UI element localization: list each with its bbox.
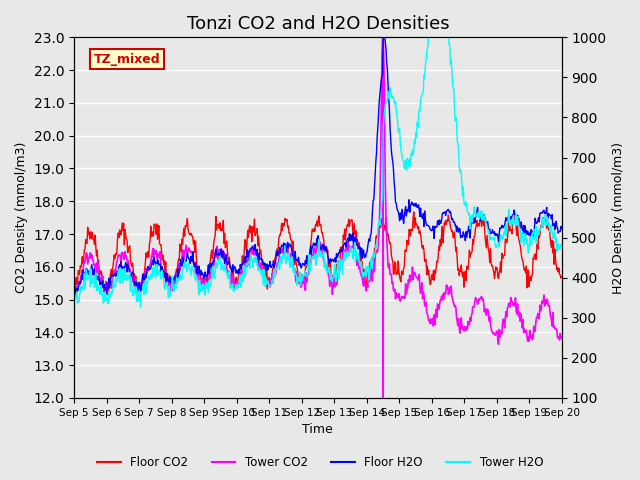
Floor H2O bbox=[130, 279, 138, 285]
Tower H2O bbox=[70, 304, 78, 310]
Tower H2O bbox=[391, 101, 399, 107]
Floor CO2 bbox=[557, 274, 565, 279]
Tower CO2 bbox=[557, 334, 565, 340]
Text: TZ_mixed: TZ_mixed bbox=[93, 53, 160, 66]
Line: Floor CO2: Floor CO2 bbox=[74, 212, 561, 295]
Floor CO2 bbox=[70, 283, 78, 288]
Floor CO2 bbox=[392, 260, 399, 266]
Floor H2O bbox=[392, 200, 400, 206]
Tower H2O bbox=[557, 243, 565, 249]
Floor H2O bbox=[557, 226, 565, 231]
Line: Tower H2O: Tower H2O bbox=[74, 17, 561, 307]
Legend: Floor CO2, Tower CO2, Floor H2O, Tower H2O: Floor CO2, Tower CO2, Floor H2O, Tower H… bbox=[92, 452, 548, 474]
Line: Tower CO2: Tower CO2 bbox=[74, 37, 561, 344]
Tower CO2 bbox=[495, 341, 502, 347]
Tower CO2 bbox=[129, 279, 137, 285]
Tower CO2 bbox=[392, 296, 399, 302]
Y-axis label: H2O Density (mmol/m3): H2O Density (mmol/m3) bbox=[612, 142, 625, 294]
X-axis label: Time: Time bbox=[303, 423, 333, 436]
Floor H2O bbox=[72, 292, 80, 298]
Line: Floor H2O: Floor H2O bbox=[74, 24, 561, 295]
Floor H2O bbox=[205, 271, 213, 276]
Floor CO2 bbox=[130, 274, 138, 279]
Floor CO2 bbox=[378, 216, 385, 222]
Floor H2O bbox=[179, 254, 187, 260]
Tower H2O bbox=[205, 290, 212, 296]
Title: Tonzi CO2 and H2O Densities: Tonzi CO2 and H2O Densities bbox=[187, 15, 449, 33]
Tower CO2 bbox=[379, 35, 387, 40]
Tower CO2 bbox=[70, 287, 78, 293]
Floor CO2 bbox=[79, 261, 87, 266]
Tower H2O bbox=[377, 213, 385, 219]
Floor H2O bbox=[70, 287, 78, 292]
Tower CO2 bbox=[205, 279, 212, 285]
Floor CO2 bbox=[104, 292, 111, 298]
Tower CO2 bbox=[179, 247, 186, 252]
Floor H2O bbox=[80, 273, 88, 278]
Y-axis label: CO2 Density (mmol/m3): CO2 Density (mmol/m3) bbox=[15, 142, 28, 293]
Tower H2O bbox=[428, 14, 436, 20]
Floor CO2 bbox=[410, 209, 418, 215]
Floor H2O bbox=[380, 22, 388, 27]
Tower H2O bbox=[179, 267, 186, 273]
Floor H2O bbox=[378, 77, 385, 83]
Floor CO2 bbox=[179, 230, 187, 236]
Tower CO2 bbox=[79, 273, 87, 279]
Tower H2O bbox=[79, 283, 87, 288]
Tower CO2 bbox=[377, 159, 385, 165]
Floor CO2 bbox=[205, 272, 213, 278]
Tower H2O bbox=[129, 293, 137, 299]
